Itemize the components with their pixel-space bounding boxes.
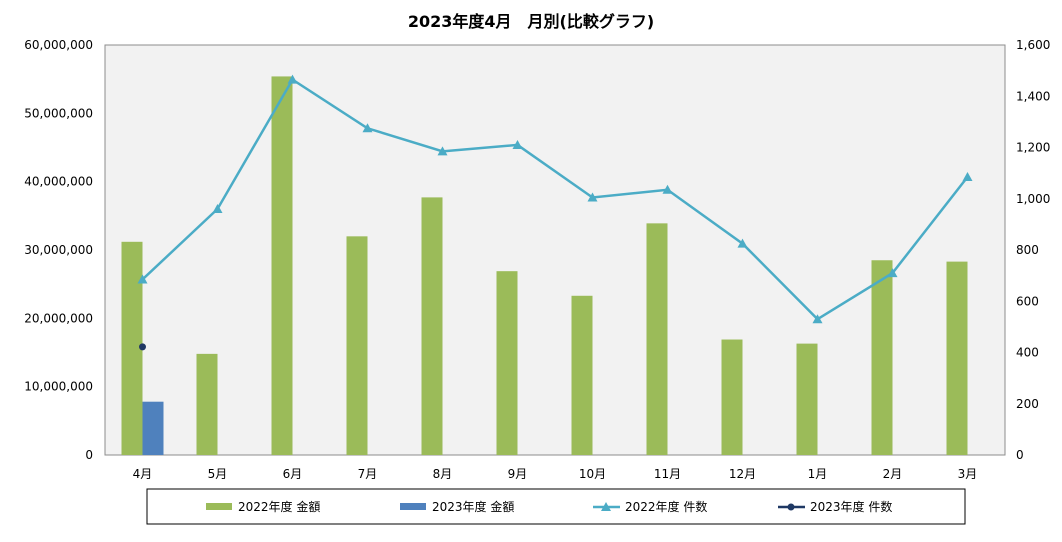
- bar-2022-amount: [796, 343, 818, 455]
- point-2022-count: [137, 274, 148, 284]
- left-tick-label: 50,000,000: [24, 106, 93, 120]
- bar-2022-amount: [346, 236, 368, 455]
- x-tick-label: 6月: [283, 467, 303, 481]
- point-2022-count: [587, 192, 598, 202]
- point-2022-count: [362, 123, 373, 133]
- point-2022-count: [512, 139, 523, 149]
- point-2022-count: [812, 314, 823, 324]
- legend-marker: [787, 503, 795, 511]
- point-2022-count: [962, 171, 973, 181]
- right-tick-label: 200: [1016, 397, 1039, 411]
- point-2023-count: [139, 343, 146, 351]
- right-tick-label: 600: [1016, 294, 1039, 308]
- bar-2023-amount: [142, 401, 164, 455]
- right-tick-label: 400: [1016, 346, 1039, 360]
- bar-2022-amount: [271, 76, 293, 455]
- point-2022-count: [212, 204, 223, 213]
- legend-marker: [601, 502, 611, 511]
- x-tick-label: 9月: [508, 467, 528, 481]
- x-tick-label: 12月: [729, 467, 756, 481]
- x-tick-label: 3月: [958, 467, 978, 481]
- right-axis: 0 200 400 600 800 1,000 1,200 1,400 1,600: [1016, 38, 1050, 462]
- bar-2022-amount: [196, 353, 218, 455]
- point-2022-count: [437, 146, 448, 156]
- legend-box: [146, 488, 966, 525]
- legend-label: 2022年度 件数: [625, 499, 707, 514]
- legend-swatch: [206, 503, 232, 510]
- right-tick-label: 1,600: [1016, 38, 1050, 52]
- left-tick-label: 10,000,000: [24, 380, 93, 394]
- point-2022-count: [887, 268, 898, 278]
- x-tick-label: 2月: [883, 467, 903, 481]
- bar-2022-amount: [646, 223, 668, 455]
- bar-2022-amount: [721, 339, 743, 455]
- point-2022-count: [287, 74, 298, 84]
- line-layer: [137, 74, 973, 351]
- bar-2022-amount: [496, 271, 518, 455]
- x-tick-label: 10月: [579, 467, 606, 481]
- right-tick-label: 1,400: [1016, 89, 1050, 103]
- right-tick-label: 1,200: [1016, 141, 1050, 155]
- bar-2022-amount: [571, 295, 593, 455]
- left-tick-label: 60,000,000: [24, 38, 93, 52]
- point-2022-count: [662, 184, 673, 194]
- x-tick-label: 7月: [358, 467, 378, 481]
- legend-swatch: [400, 503, 426, 510]
- x-tick-label: 1月: [808, 467, 828, 481]
- legend-label: 2023年度 金額: [432, 499, 514, 514]
- left-tick-label: 0: [85, 448, 93, 462]
- point-2022-count: [737, 238, 748, 248]
- plot-area: [104, 44, 1006, 456]
- x-tick-label: 11月: [654, 467, 681, 481]
- right-tick-label: 800: [1016, 243, 1039, 257]
- x-axis: 4月 5月 6月 7月 8月 9月 10月 11月 12月 1月 2月 3月: [133, 467, 978, 481]
- bar-2022-amount: [121, 241, 143, 455]
- left-tick-label: 40,000,000: [24, 175, 93, 189]
- right-tick-label: 0: [1016, 448, 1024, 462]
- legend: 2022年度 金額 2023年度 金額 2022年度 件数 2023年度 件数: [146, 488, 966, 525]
- legend-label: 2022年度 金額: [238, 499, 320, 514]
- x-tick-label: 5月: [208, 467, 228, 481]
- bar-layer: [121, 76, 968, 455]
- x-tick-label: 4月: [133, 467, 153, 481]
- bar-2022-amount: [421, 197, 443, 455]
- x-tick-label: 8月: [433, 467, 453, 481]
- legend-label: 2023年度 件数: [810, 499, 892, 514]
- chart-title: 2023年度4月 月別(比較グラフ): [408, 12, 654, 31]
- bar-2022-amount: [946, 261, 968, 455]
- right-tick-label: 1,000: [1016, 192, 1050, 206]
- left-tick-label: 30,000,000: [24, 243, 93, 257]
- line-2022-count: [141, 77, 969, 321]
- left-axis: 0 10,000,000 20,000,000 30,000,000 40,000,00…: [24, 38, 93, 462]
- left-tick-label: 20,000,000: [24, 311, 93, 325]
- bar-2022-amount: [871, 260, 893, 455]
